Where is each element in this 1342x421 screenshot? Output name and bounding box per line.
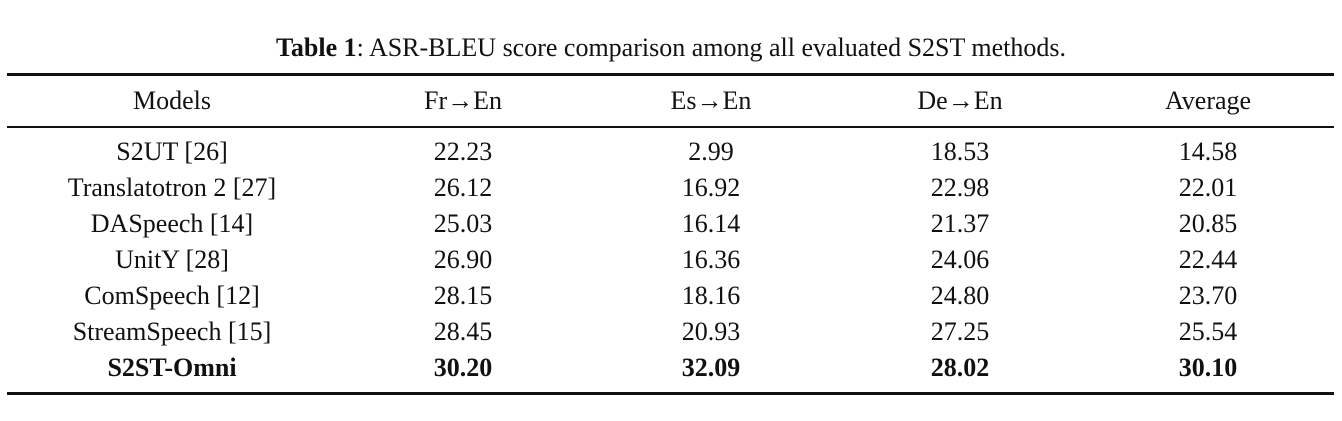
score-cell: 24.06	[930, 245, 990, 274]
model-name: UnitY [28]	[115, 245, 229, 274]
score-cell: 20.85	[1178, 209, 1238, 238]
score-cell: 14.58	[1178, 137, 1238, 166]
score-cell: 27.25	[930, 317, 990, 346]
score-cell: 2.99	[688, 137, 734, 166]
bottom-rule	[7, 392, 1334, 395]
score-cell: 22.98	[930, 173, 990, 202]
model-name: Translatotron 2 [27]	[67, 173, 277, 202]
score-cell: 16.14	[681, 209, 741, 238]
mid-rule	[7, 126, 1334, 128]
score-cell: 28.15	[433, 281, 493, 310]
score-cell: 18.53	[930, 137, 990, 166]
caption-text: : ASR-BLEU score comparison among all ev…	[356, 33, 1067, 62]
model-name: StreamSpeech [15]	[72, 317, 272, 346]
score-cell: 26.90	[433, 245, 493, 274]
score-cell: 30.20	[433, 353, 493, 382]
header-cell: Average	[1164, 86, 1252, 115]
caption: Table 1: ASR-BLEU score comparison among…	[0, 31, 1342, 65]
score-cell: 22.23	[433, 137, 493, 166]
score-cell: 21.37	[930, 209, 990, 238]
model-name: S2ST-Omni	[107, 353, 237, 382]
score-cell: 25.54	[1178, 317, 1238, 346]
score-cell: 28.45	[433, 317, 493, 346]
score-cell: 20.93	[681, 317, 741, 346]
header-cell: De→En	[917, 86, 1003, 115]
score-cell: 22.44	[1178, 245, 1238, 274]
header-cell: Models	[133, 86, 211, 115]
header-cell: Es→En	[670, 86, 752, 115]
caption-label: Table 1	[275, 33, 357, 62]
score-cell: 30.10	[1178, 353, 1238, 382]
model-name: S2UT [26]	[116, 137, 228, 166]
score-cell: 16.36	[681, 245, 741, 274]
score-cell: 22.01	[1178, 173, 1238, 202]
score-cell: 25.03	[433, 209, 493, 238]
top-rule	[7, 73, 1334, 76]
score-cell: 23.70	[1178, 281, 1238, 310]
score-cell: 32.09	[681, 353, 741, 382]
model-name: DASpeech [14]	[90, 209, 254, 238]
score-cell: 26.12	[433, 173, 493, 202]
score-cell: 24.80	[930, 281, 990, 310]
score-cell: 16.92	[681, 173, 741, 202]
model-name: ComSpeech [12]	[84, 281, 260, 310]
header-cell: Fr→En	[424, 86, 502, 115]
score-cell: 28.02	[930, 353, 990, 382]
score-cell: 18.16	[681, 281, 741, 310]
